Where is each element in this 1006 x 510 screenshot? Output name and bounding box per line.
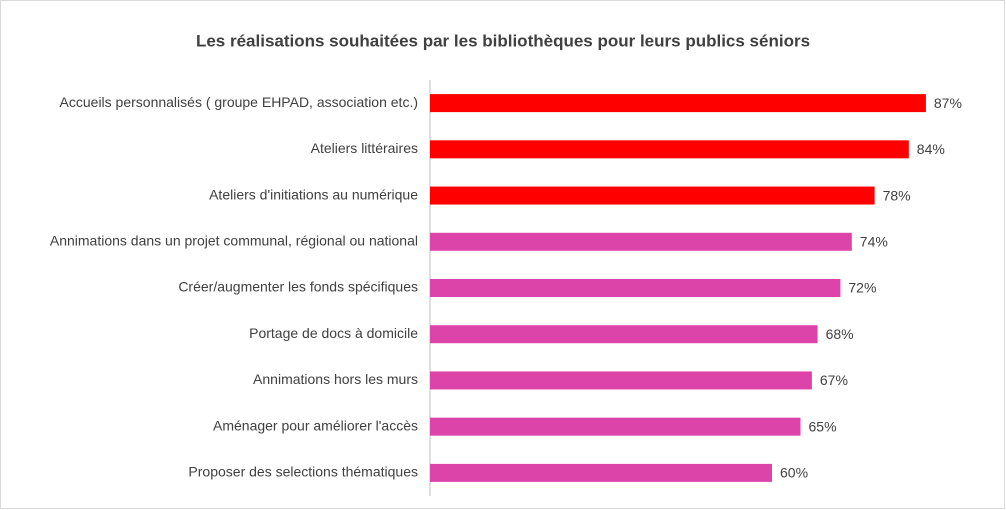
- bar: [430, 94, 926, 113]
- value-label: 60%: [780, 465, 808, 481]
- value-label: 68%: [826, 326, 854, 342]
- bar: [430, 463, 772, 482]
- bar: [430, 279, 841, 297]
- value-label: 84%: [917, 141, 945, 157]
- category-label: Ateliers littéraires: [311, 140, 418, 156]
- bar: [430, 417, 801, 436]
- category-label: Créer/augmenter les fonds spécifiques: [178, 279, 418, 295]
- value-label: 67%: [820, 372, 848, 388]
- category-label: Proposer des selections thématiques: [188, 464, 418, 480]
- category-label: Portage de docs à domicile: [249, 325, 418, 341]
- category-label: Ateliers d'initiations au numérique: [209, 186, 418, 202]
- chart-title: Les réalisations souhaitées par les bibl…: [196, 31, 810, 50]
- value-label: 72%: [848, 280, 876, 296]
- bar: [430, 371, 812, 390]
- category-label: Annimations hors les murs: [253, 371, 418, 387]
- bar: [430, 232, 852, 251]
- value-label: 65%: [809, 418, 837, 434]
- category-label: Accueils personnalisés ( groupe EHPAD, a…: [60, 94, 418, 110]
- value-label: 78%: [883, 187, 911, 203]
- category-label: Aménager pour améliorer l'accès: [213, 417, 418, 433]
- category-label: Annimations dans un projet communal, rég…: [50, 232, 418, 248]
- bar: [430, 186, 875, 205]
- value-label: 74%: [860, 233, 888, 249]
- value-label: 87%: [934, 95, 962, 111]
- bar: [430, 140, 909, 159]
- bar: [430, 325, 818, 344]
